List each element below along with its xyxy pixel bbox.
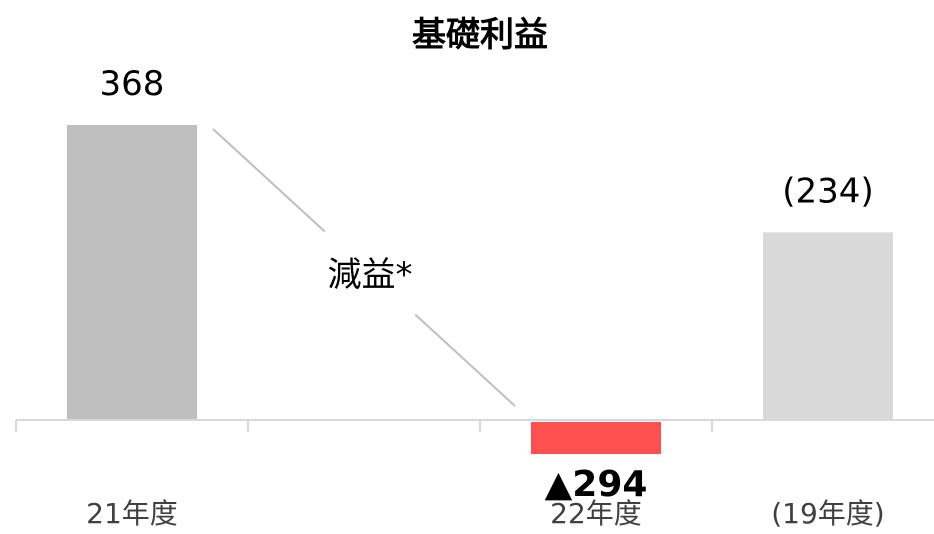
bar-0 [67,125,197,420]
category-label-0: 21年度 [86,497,178,530]
value-label-3: (234) [782,171,873,211]
bar-3 [763,232,893,420]
annotation-label: 減益* [328,255,413,295]
category-label-2: 22年度 [550,497,642,530]
bar-2 [531,422,661,454]
chart-title: 基礎利益 [412,15,548,55]
value-label-0: 368 [100,64,165,104]
connector-line-lower [414,313,516,407]
connector-line-upper [212,128,326,233]
value-label-2: ▲294 [545,464,648,505]
category-label-3: (19年度) [771,497,884,530]
